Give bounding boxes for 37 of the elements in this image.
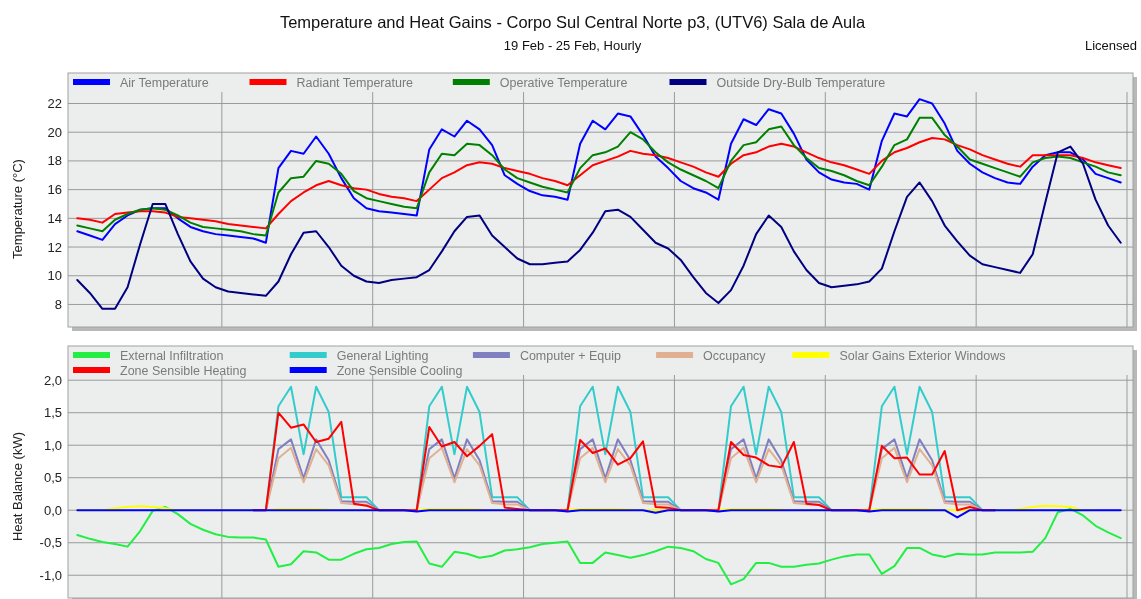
y-tick-label: -1,0 xyxy=(39,567,62,583)
y-axis-title: Temperature (°C) xyxy=(10,159,25,259)
legend-label: Air Temperature xyxy=(120,75,209,90)
y-tick-label: 20 xyxy=(47,124,62,140)
line-series xyxy=(76,509,1122,519)
text: Licensed xyxy=(1084,38,1137,53)
line-series xyxy=(76,136,1122,230)
legend-label: Zone Sensible Cooling xyxy=(336,363,463,378)
legend-label: Zone Sensible Heating xyxy=(120,363,247,378)
legend-label: Computer + Equip xyxy=(519,348,622,363)
legend-label: General Lighting xyxy=(336,348,429,363)
legend-label: Operative Temperature xyxy=(499,75,628,90)
y-tick-label: 14 xyxy=(47,210,62,226)
y-tick-label: 0,5 xyxy=(43,470,62,486)
line-series xyxy=(76,116,1122,237)
y-tick-label: 8 xyxy=(54,296,62,312)
chart-title: Temperature and Heat Gains - Corpo Sul Central Norte p3, (UTV6) Sala de Aula xyxy=(279,13,866,31)
y-tick-label: 10 xyxy=(47,268,62,284)
chart-subtitle: 19 Feb - 25 Feb, Hourly xyxy=(503,38,642,53)
y-tick-label: 16 xyxy=(47,182,62,198)
legend-label: Radiant Temperature xyxy=(296,75,414,90)
y-tick-label: 18 xyxy=(47,153,62,169)
y-tick-label: 22 xyxy=(47,95,62,111)
y-tick-label: 1,5 xyxy=(43,405,62,421)
legend-label: External Infiltration xyxy=(120,348,224,363)
line-series xyxy=(76,145,1122,310)
y-tick-label: 1,0 xyxy=(43,437,62,453)
line-series xyxy=(76,505,1122,586)
y-tick-label: 2,0 xyxy=(43,372,62,388)
legend-label: Occupancy xyxy=(703,348,767,363)
y-tick-label: 12 xyxy=(47,239,62,255)
y-tick-label: 0,0 xyxy=(43,502,62,518)
legend-label: Solar Gains Exterior Windows xyxy=(839,348,1006,363)
line-series xyxy=(76,98,1122,244)
y-axis-title: Heat Balance (kW) xyxy=(10,431,25,542)
legend-label: Outside Dry-Bulb Temperature xyxy=(716,75,886,90)
y-tick-label: -0,5 xyxy=(39,535,62,551)
